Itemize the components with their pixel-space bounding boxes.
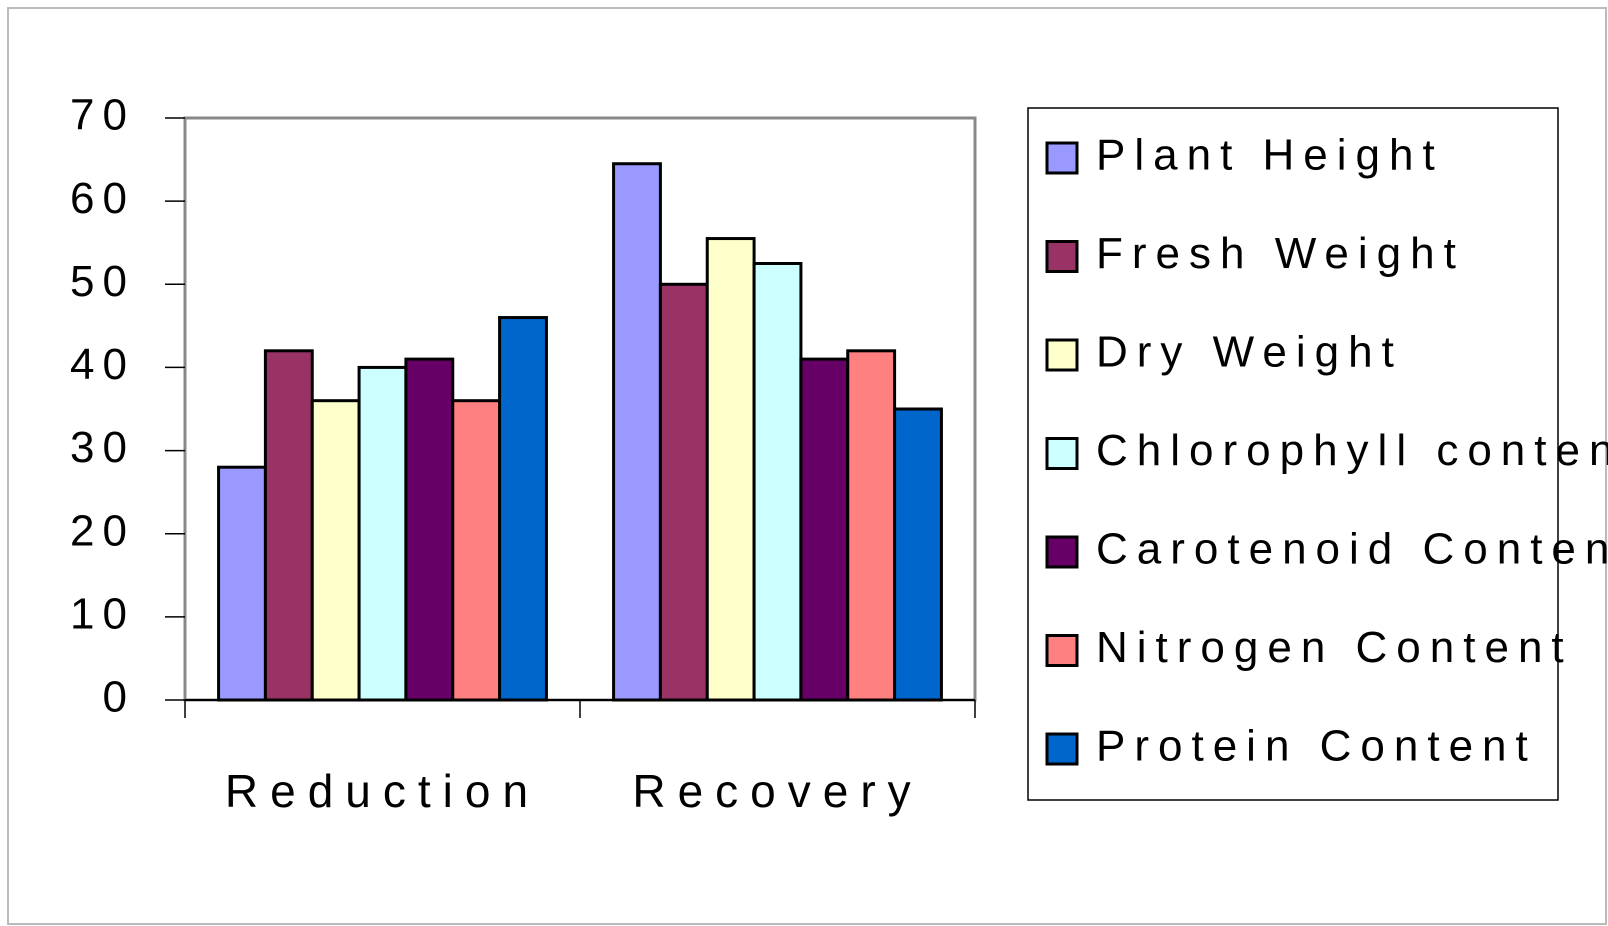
legend-label: Chlorophyll content	[1096, 426, 1608, 475]
y-tick-label: 30	[70, 423, 135, 472]
legend-swatch	[1045, 338, 1079, 372]
y-tick-label: 60	[70, 174, 135, 223]
y-tick-label: 20	[70, 506, 135, 555]
legend	[1027, 107, 1559, 801]
x-tick-label: Recovery	[632, 765, 922, 817]
bar	[217, 465, 267, 702]
bar	[658, 282, 709, 702]
legend-swatch	[1045, 141, 1079, 175]
y-tick-label: 0	[103, 673, 135, 722]
legend-swatch	[1045, 732, 1079, 766]
legend-swatch	[1045, 634, 1079, 667]
bar	[498, 316, 548, 702]
bar	[799, 357, 850, 702]
legend-label: Dry Weight	[1096, 328, 1403, 377]
legend-label: Nitrogen Content	[1096, 623, 1573, 672]
bar	[752, 262, 803, 702]
y-tick-label: 40	[70, 340, 135, 389]
bar	[705, 237, 756, 702]
y-tick-label: 10	[70, 589, 135, 638]
frame	[7, 7, 1607, 925]
y-tick-label: 70	[70, 91, 135, 140]
bar	[451, 399, 502, 702]
y-tick-label: 50	[70, 257, 135, 306]
legend-swatch	[1045, 240, 1079, 273]
bar	[310, 399, 361, 702]
bar	[846, 349, 897, 702]
bar	[404, 357, 455, 702]
legend-label: Carotenoid Content	[1096, 525, 1608, 574]
legend-swatch	[1045, 437, 1079, 470]
legend-label: Plant Height	[1096, 131, 1444, 180]
legend-label: Protein Content	[1096, 722, 1537, 771]
legend-swatch	[1045, 535, 1079, 569]
bar	[357, 365, 408, 702]
bar	[893, 407, 943, 702]
x-tick-label: Reduction	[225, 765, 540, 817]
bar	[612, 162, 662, 702]
legend-label: Fresh Weight	[1096, 229, 1465, 278]
bar	[263, 349, 314, 702]
